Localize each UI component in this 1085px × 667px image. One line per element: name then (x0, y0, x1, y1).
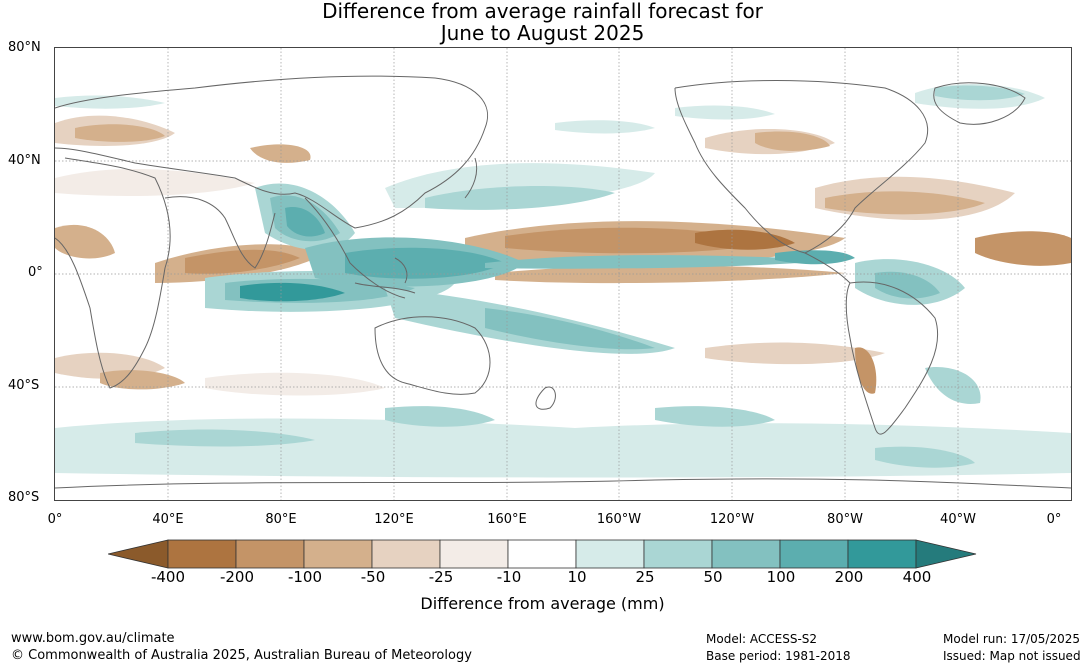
colorbar-cell (167, 539, 237, 569)
cbar-tick: 100 (766, 568, 796, 586)
coastlines (55, 75, 1071, 489)
map-canvas (55, 48, 1071, 500)
colorbar-cell (711, 539, 781, 569)
colorbar (108, 539, 977, 569)
footer-site: www.bom.gov.au/climate (11, 631, 175, 646)
colorbar-cell (235, 539, 305, 569)
title-line-1: Difference from average rainfall forecas… (322, 0, 763, 23)
lat-label-40s: 40°S (8, 378, 40, 393)
cbar-tick: 25 (635, 568, 655, 586)
colorbar-cell (575, 539, 645, 569)
lon-label-40e: 40°E (152, 512, 184, 527)
lon-label-0-left: 0° (47, 512, 63, 527)
title-line-2: June to August 2025 (440, 21, 645, 45)
footer-model-run: Model run: 17/05/2025 (943, 632, 1081, 646)
lon-label-120e: 120°E (374, 512, 414, 527)
cbar-tick: -200 (219, 568, 255, 586)
colorbar-extend-high (915, 539, 977, 569)
dry-anomaly-regions (55, 115, 1071, 396)
cbar-tick: -100 (287, 568, 323, 586)
lat-label-80s: 80°S (8, 490, 40, 505)
lon-label-80e: 80°E (265, 512, 297, 527)
cbar-tick: -50 (360, 568, 386, 586)
colorbar-cell (847, 539, 917, 569)
colorbar-cell (371, 539, 441, 569)
graticule (55, 48, 1071, 500)
rainfall-anomaly-map (54, 47, 1072, 501)
cbar-tick: 400 (902, 568, 932, 586)
colorbar-cell (779, 539, 849, 569)
lon-label-40w: 40°W (940, 512, 976, 527)
lon-label-0-right: 0° (1046, 512, 1062, 527)
colorbar-cell (507, 539, 577, 569)
colorbar-cell (439, 539, 509, 569)
footer-model: Model: ACCESS-S2 (706, 632, 818, 646)
lat-label-40n: 40°N (8, 153, 41, 168)
colorbar-label: Difference from average (mm) (420, 594, 665, 613)
lon-label-80w: 80°W (827, 512, 863, 527)
colorbar-cell (303, 539, 373, 569)
cbar-tick: -10 (496, 568, 522, 586)
lon-label-160e: 160°E (487, 512, 527, 527)
colorbar-extend-low (108, 539, 169, 569)
colorbar-cell (643, 539, 713, 569)
lon-label-160w: 160°W (596, 512, 642, 527)
cbar-tick: 200 (834, 568, 864, 586)
cbar-tick: -400 (150, 568, 186, 586)
lat-label-equator: 0° (28, 265, 43, 280)
lon-label-120w: 120°W (709, 512, 755, 527)
cbar-tick: 10 (567, 568, 587, 586)
footer-copyright: © Commonwealth of Australia 2025, Austra… (11, 648, 472, 663)
map-title: Difference from average rainfall forecas… (0, 0, 1085, 44)
footer-issued: Issued: Map not issued (943, 649, 1081, 663)
lat-label-80n: 80°N (8, 40, 41, 55)
footer-base-period: Base period: 1981-2018 (706, 649, 851, 663)
cbar-tick: -25 (428, 568, 454, 586)
cbar-tick: 50 (703, 568, 723, 586)
